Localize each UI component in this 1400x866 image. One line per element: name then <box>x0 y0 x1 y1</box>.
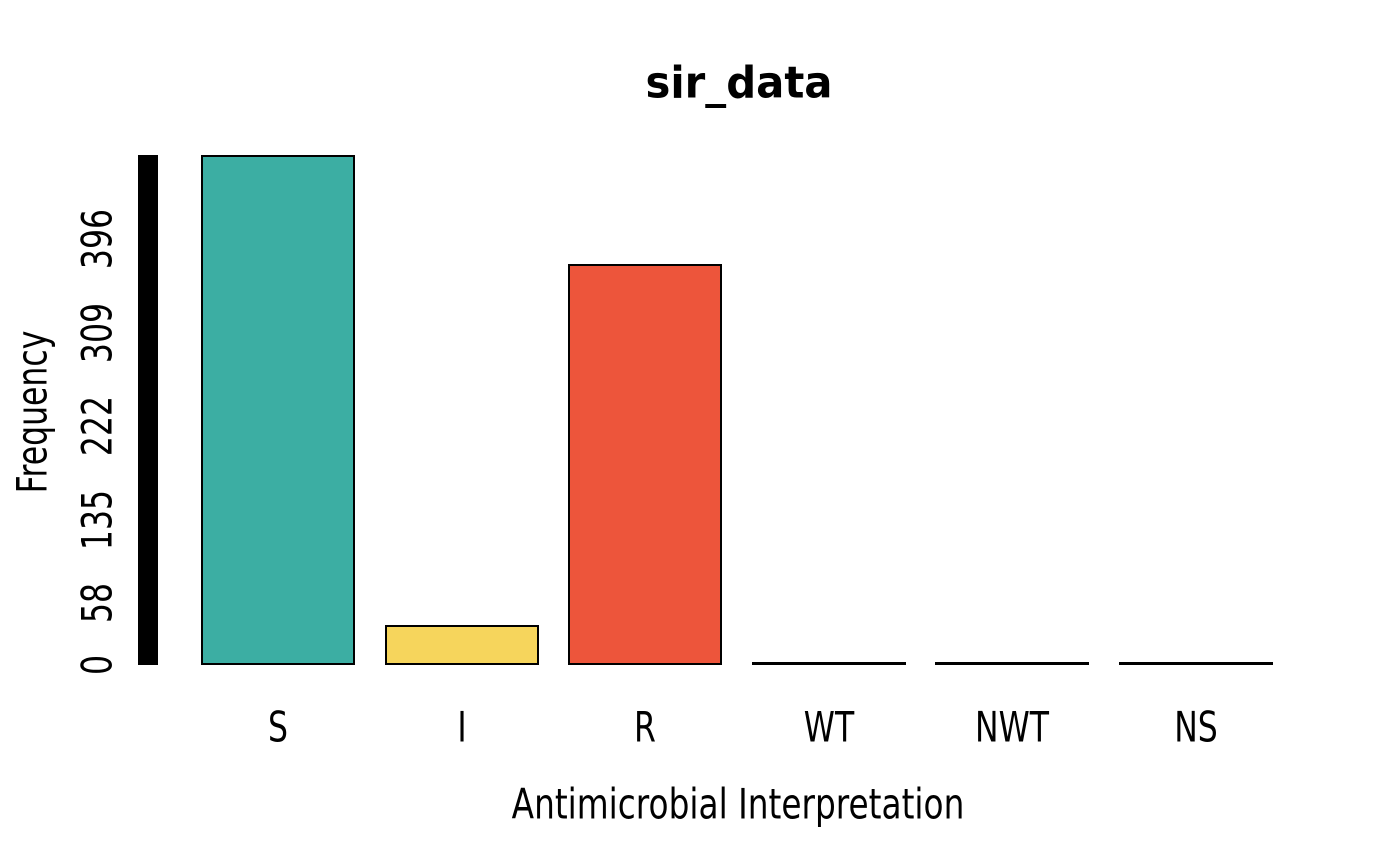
y-tick-label-222: 222 <box>72 396 122 457</box>
bar-s <box>201 154 355 665</box>
x-tick-label-s: S <box>267 702 289 752</box>
bar-wt <box>751 662 906 665</box>
y-tick-label-135: 135 <box>72 489 122 551</box>
bar-r <box>568 264 722 665</box>
y-axis-bar <box>138 154 158 665</box>
x-tick-label-nwt: NWT <box>975 702 1049 752</box>
x-axis-title: Antimicrobial Interpretation <box>511 779 965 829</box>
y-tick-label-396: 396 <box>72 209 122 270</box>
x-tick-label-i: I <box>456 702 467 752</box>
y-tick-label-309: 309 <box>72 302 122 364</box>
x-tick-label-r: R <box>634 702 656 752</box>
x-tick-label-ns: NS <box>1173 702 1218 752</box>
chart-title: sir_data <box>645 57 833 109</box>
x-tick-label-wt: WT <box>803 702 854 752</box>
y-tick-label-58: 58 <box>72 582 122 623</box>
bar-nwt <box>935 662 1089 665</box>
y-axis-title: Frequency <box>7 330 57 494</box>
bar-ns <box>1118 662 1273 665</box>
y-tick-label-0: 0 <box>72 654 122 676</box>
bar-i <box>384 625 539 665</box>
